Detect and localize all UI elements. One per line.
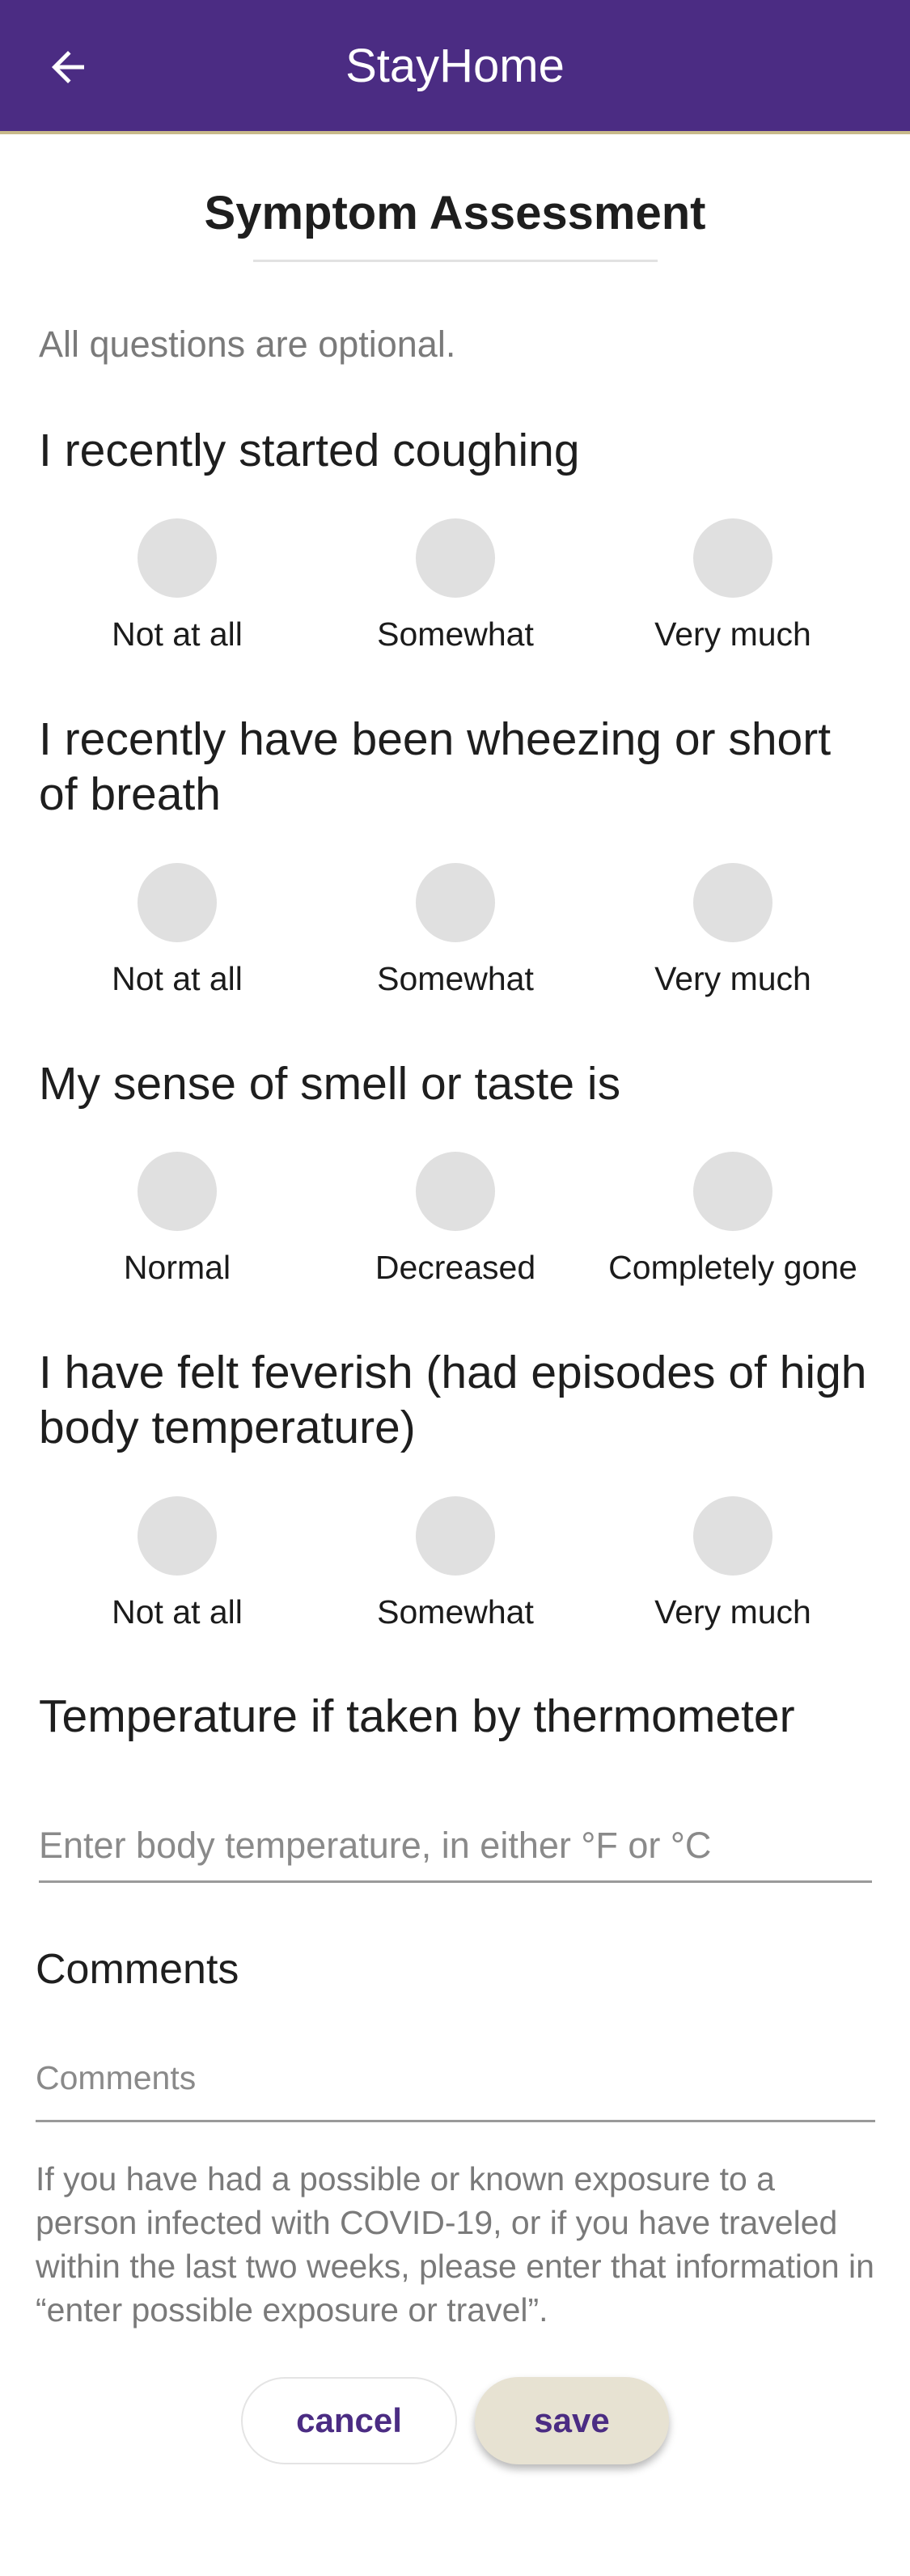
radio-feverish-somewhat[interactable] <box>416 1496 495 1576</box>
optional-note: All questions are optional. <box>39 324 456 365</box>
radio-smell-normal[interactable] <box>138 1152 217 1231</box>
page-title: Symptom Assessment <box>204 187 706 239</box>
question-coughing: I recently started coughing <box>39 425 580 476</box>
temperature-input[interactable] <box>39 1810 872 1883</box>
exposure-note: If you have had a possible or known expo… <box>36 2160 874 2329</box>
radio-coughing-very-much[interactable] <box>693 518 772 598</box>
question-feverish: I have felt feverish (had episodes of hi… <box>39 1347 867 1453</box>
back-button[interactable] <box>29 31 107 104</box>
option-label: Very much <box>654 1593 811 1631</box>
radio-wheezing-not-at-all[interactable] <box>138 863 217 942</box>
option-label: Somewhat <box>377 960 534 997</box>
temperature-label: Temperature if taken by thermometer <box>39 1690 795 1742</box>
option-label: Completely gone <box>608 1249 857 1286</box>
comments-input[interactable] <box>36 2037 875 2122</box>
comments-label: Comments <box>36 1946 239 1993</box>
option-label: Very much <box>654 960 811 997</box>
app-bar: StayHome <box>0 0 910 134</box>
radio-coughing-not-at-all[interactable] <box>138 518 217 598</box>
cancel-button[interactable]: cancel <box>241 2377 457 2464</box>
option-label: Somewhat <box>377 615 534 653</box>
option-label: Very much <box>654 615 811 653</box>
arrow-left-icon <box>44 43 92 91</box>
radio-smell-decreased[interactable] <box>416 1152 495 1231</box>
question-smell-taste: My sense of smell or taste is <box>39 1058 621 1110</box>
option-label: Somewhat <box>377 1593 534 1631</box>
option-label: Decreased <box>375 1249 536 1286</box>
save-button[interactable]: save <box>475 2377 669 2464</box>
radio-smell-completely-gone[interactable] <box>693 1152 772 1231</box>
radio-wheezing-very-much[interactable] <box>693 863 772 942</box>
radio-feverish-not-at-all[interactable] <box>138 1496 217 1576</box>
option-label: Not at all <box>112 1593 243 1631</box>
radio-coughing-somewhat[interactable] <box>416 518 495 598</box>
radio-wheezing-somewhat[interactable] <box>416 863 495 942</box>
option-label: Not at all <box>112 615 243 653</box>
question-wheezing: I recently have been wheezing or short o… <box>39 713 832 820</box>
option-label: Normal <box>123 1249 231 1286</box>
option-label: Not at all <box>112 960 243 997</box>
radio-feverish-very-much[interactable] <box>693 1496 772 1576</box>
title-divider <box>253 260 658 262</box>
app-title: StayHome <box>345 40 565 92</box>
